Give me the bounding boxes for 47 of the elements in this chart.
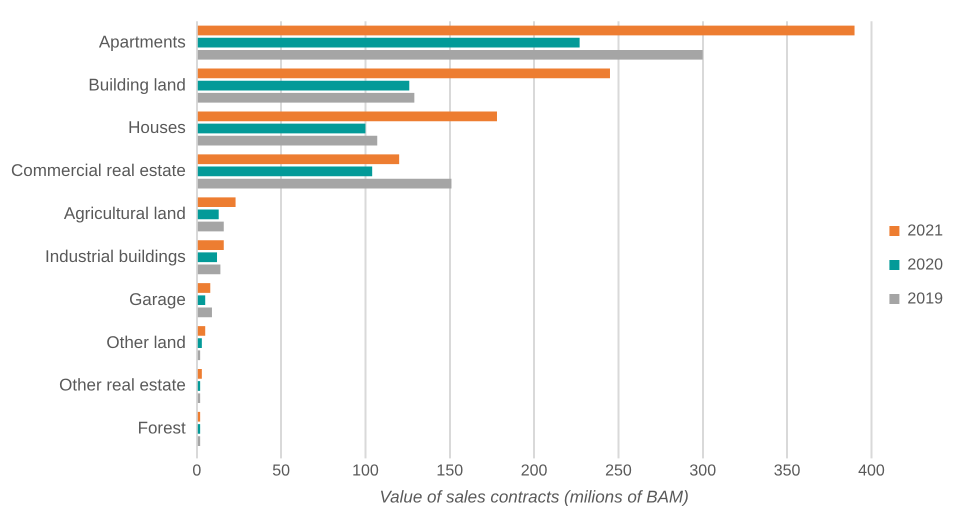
bar [198,197,236,208]
bar [198,222,224,232]
bar [198,50,703,60]
x-tick-label: 250 [605,462,632,480]
y-tick-label: Other real estate [59,376,186,395]
bar [198,240,224,250]
bar [198,368,202,379]
bar [198,26,855,36]
y-tick-label: Agricultural land [64,204,186,224]
y-tick-label: Garage [129,290,186,309]
x-tick-label: 150 [436,462,464,480]
x-tick-label: 200 [520,462,548,480]
x-tick-label: 50 [272,462,290,480]
bar [198,111,497,122]
legend-label: 2021 [907,222,944,240]
bar [198,295,206,306]
bar [198,68,610,78]
x-tick-label: 0 [192,462,202,480]
bar [198,80,410,90]
legend-label: 2019 [907,290,944,308]
y-tick-label: Apartments [98,32,186,52]
legend-label: 2020 [907,256,944,274]
bar [198,124,366,134]
y-tick-label: Building land [88,75,186,94]
bar [198,92,414,103]
bar [198,307,212,318]
y-tick-label: Commercial real estate [11,161,186,180]
y-tick-label: Other land [106,332,186,352]
y-tick-label: Houses [128,118,186,138]
bar [198,264,220,274]
x-axis-title: Value of sales contracts (milions of BAM) [379,488,689,507]
bar [198,252,218,262]
bar [198,326,206,336]
bar [198,166,372,176]
y-tick-label: Forest [138,418,186,438]
x-tick-label: 300 [689,462,716,480]
bar [198,154,400,164]
bar [198,136,378,146]
bar [198,283,210,293]
bar [198,178,452,188]
bar [198,38,580,48]
bar [198,209,219,220]
bar [198,338,202,348]
x-tick-label: 350 [774,462,801,480]
y-tick-label: Industrial buildings [44,246,186,266]
x-tick-label: 400 [858,462,885,480]
x-tick-label: 100 [352,462,379,480]
